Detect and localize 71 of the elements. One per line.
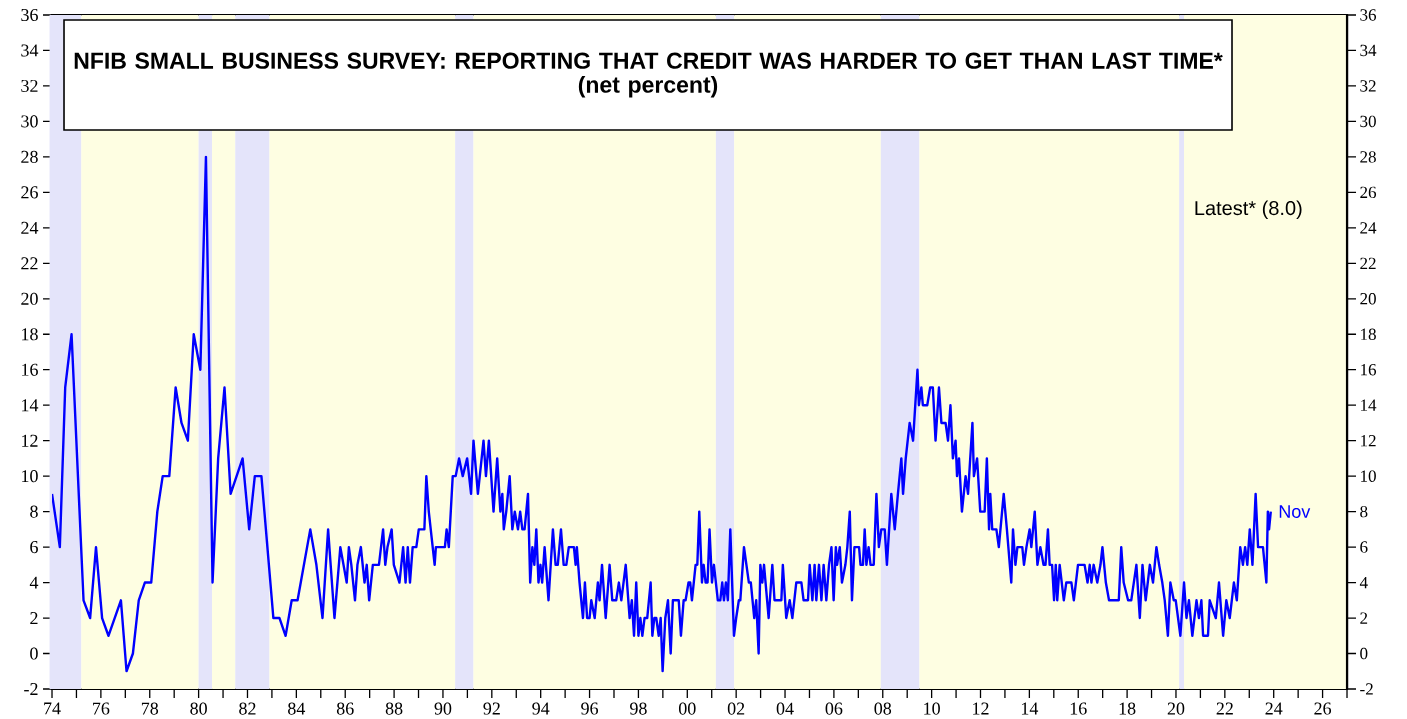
x-tick-label: 24 xyxy=(1265,702,1283,715)
y2-tick-label: 24 xyxy=(21,221,39,234)
y2-tick-label: 4 xyxy=(29,576,39,589)
y-tick-label: 4 xyxy=(1359,576,1368,589)
y-tick-label: 0 xyxy=(1360,647,1368,660)
x-tick-label: 00 xyxy=(678,702,696,715)
x-tick-label: 22 xyxy=(1216,702,1233,715)
x-tick-label: 06 xyxy=(825,702,843,715)
y-tick-label: 10 xyxy=(1361,470,1376,482)
y2-tick-label: 26 xyxy=(21,186,38,199)
x-tick-label: 74 xyxy=(44,702,61,715)
x-tick-label: 98 xyxy=(630,702,647,715)
y2-tick-label: 12 xyxy=(22,434,38,447)
y2-tick-label: 28 xyxy=(21,150,38,163)
y-tick-label: 28 xyxy=(1360,151,1376,163)
x-tick-label: 08 xyxy=(874,702,892,715)
y2-tick-label: 8 xyxy=(30,505,38,518)
x-tick-label: 10 xyxy=(924,702,940,715)
text: (net percent) xyxy=(578,75,718,98)
x-tick-label: 14 xyxy=(1021,702,1039,715)
y2-tick-label: 6 xyxy=(30,541,38,554)
y-tick-label: 14 xyxy=(1361,399,1377,411)
y-tick-label: 36 xyxy=(1360,9,1377,21)
x-tick-label: 12 xyxy=(973,702,989,715)
y-tick-label: 30 xyxy=(1360,115,1376,128)
y-tick-label: 24 xyxy=(1360,222,1377,234)
x-tick-label: 80 xyxy=(190,702,207,715)
x-tick-label: 82 xyxy=(239,702,256,715)
y2-tick-label: 36 xyxy=(21,8,38,22)
x-tick-label: 04 xyxy=(776,702,794,715)
x-tick-label: 76 xyxy=(93,702,110,715)
x-tick-label: 18 xyxy=(1119,702,1136,715)
y-tick-label: 22 xyxy=(1360,257,1376,269)
y-tick-label: 32 xyxy=(1360,80,1376,92)
y-tick-label: 2 xyxy=(1360,612,1368,624)
x-tick-label: 88 xyxy=(385,702,403,715)
x-tick-label: 84 xyxy=(288,702,306,715)
y2-tick-label: 2 xyxy=(30,612,38,624)
y2-tick-label: 22 xyxy=(21,257,38,270)
text: NFIB SMALL BUSINESS SURVEY: REPORTING THAT CREDIT WAS HARDER TO GET THAN LAST TIME* xyxy=(74,52,1223,69)
x-tick-label: 96 xyxy=(581,702,599,715)
y2-tick-label: -2 xyxy=(24,683,38,695)
x-tick-label: 94 xyxy=(532,702,550,715)
y2-tick-label: 14 xyxy=(22,399,39,412)
y-tick-label: 6 xyxy=(1360,541,1368,553)
x-tick-label: 90 xyxy=(434,702,452,715)
y-tick-label: -2 xyxy=(1360,683,1373,695)
x-tick-label: 86 xyxy=(336,702,354,715)
y2-tick-label: 0 xyxy=(30,647,38,660)
y2-tick-label: 20 xyxy=(21,292,38,305)
x-tick-label: 26 xyxy=(1314,702,1332,715)
y-tick-label: 18 xyxy=(1361,328,1376,340)
x-tick-label: 92 xyxy=(483,702,500,715)
y2-tick-label: 34 xyxy=(21,44,39,57)
y-tick-label: 34 xyxy=(1360,44,1377,57)
x-tick-label: 20 xyxy=(1167,702,1185,715)
x-tick-label: 16 xyxy=(1070,702,1087,715)
y-tick-label: 8 xyxy=(1360,505,1368,518)
y2-tick-label: 18 xyxy=(22,328,38,341)
y2-tick-label: 30 xyxy=(21,115,38,128)
y-tick-label: 12 xyxy=(1361,435,1376,447)
y2-tick-label: 32 xyxy=(21,79,38,92)
y-tick-label: 26 xyxy=(1360,186,1377,199)
annotation: Latest* (8.0) xyxy=(1195,200,1302,220)
y2-tick-label: 16 xyxy=(22,363,38,376)
y-tick-label: 16 xyxy=(1361,364,1377,376)
y-tick-label: 20 xyxy=(1360,293,1376,305)
y2-tick-label: 10 xyxy=(22,470,38,483)
annotation: Nov xyxy=(1279,505,1311,518)
x-tick-label: 02 xyxy=(727,702,745,715)
x-tick-label: 78 xyxy=(141,702,159,715)
